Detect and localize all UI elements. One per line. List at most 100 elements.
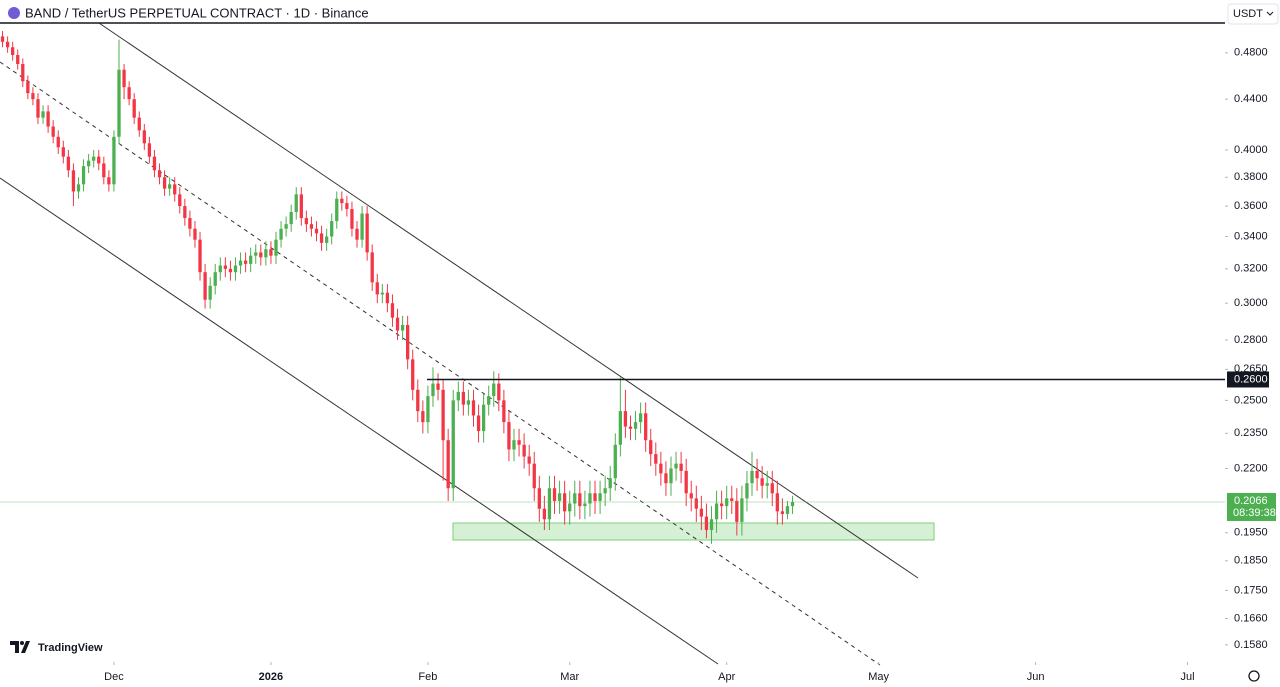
candle-body	[613, 444, 617, 479]
candle-body	[385, 292, 390, 304]
channel-lower	[0, 177, 719, 665]
candle-body	[532, 463, 536, 489]
y-tick-label: 0.1660	[1234, 612, 1268, 624]
candle-body	[46, 111, 50, 127]
candle-body	[319, 233, 324, 243]
candle-body	[481, 404, 486, 432]
x-tick-label: Feb	[418, 671, 437, 683]
candle-body	[694, 498, 698, 509]
candle-body	[406, 324, 410, 360]
support-zone	[452, 522, 935, 541]
candle-body	[633, 422, 638, 429]
candle-body	[162, 177, 167, 189]
candle-body	[740, 498, 744, 522]
candle-body	[71, 170, 76, 192]
x-tick-label: Dec	[104, 671, 124, 683]
candle-body	[785, 506, 790, 514]
candle-body	[618, 411, 622, 445]
y-tick-label: 0.4000	[1234, 144, 1268, 156]
candle-body	[0, 36, 5, 42]
candle-body	[674, 463, 678, 469]
candle-body	[279, 228, 283, 240]
currency-select[interactable]	[1227, 3, 1279, 25]
candle-body	[598, 493, 602, 501]
candle-body	[223, 265, 227, 269]
candle-body	[588, 493, 592, 504]
candle-body	[107, 177, 111, 185]
settings-icon[interactable]	[1248, 670, 1260, 682]
candle-body	[547, 488, 552, 520]
candle-body	[340, 198, 344, 204]
candle-body	[497, 383, 501, 401]
candle-body	[421, 411, 425, 423]
candle-body	[400, 324, 405, 331]
candle-body	[704, 516, 709, 531]
candle-body	[725, 498, 729, 507]
candle-body	[86, 160, 91, 167]
candle-body	[355, 228, 359, 240]
candle-body	[745, 483, 749, 499]
candle-body	[203, 272, 207, 300]
candle-body	[562, 493, 567, 512]
candle-body	[92, 156, 96, 161]
candle-body	[309, 224, 314, 229]
y-tick-label: 0.4400	[1234, 93, 1268, 105]
brand: TradingView	[38, 642, 103, 654]
candle-body	[238, 260, 243, 266]
candle-body	[173, 184, 177, 195]
candle-body	[603, 488, 607, 494]
candle-body	[593, 493, 597, 501]
candle-body	[254, 252, 258, 256]
candle-body	[578, 493, 582, 507]
candle-body	[446, 440, 450, 489]
candle-body	[492, 383, 496, 397]
candle-body	[411, 359, 415, 390]
candle-body	[476, 415, 481, 432]
y-tick-label: 0.1580	[1234, 639, 1268, 651]
candle-body	[360, 213, 364, 240]
candle-body	[157, 170, 162, 178]
candle-body	[395, 317, 400, 331]
candle-body	[81, 166, 86, 185]
candle-body	[644, 413, 648, 441]
candle-body	[638, 413, 643, 423]
candle-body	[5, 41, 10, 48]
candle-body	[269, 249, 273, 256]
symbol-icon	[8, 7, 20, 19]
candle-body	[623, 411, 628, 427]
y-tick-label: 0.1850	[1234, 555, 1268, 567]
currency[interactable]: USDT	[1233, 8, 1263, 20]
candle-body	[765, 483, 769, 486]
candle-body	[780, 511, 785, 514]
y-tick-label: 0.1950	[1234, 527, 1268, 539]
x-tick-label: Apr	[718, 671, 735, 683]
candle-body	[775, 493, 779, 512]
candle-body	[770, 483, 774, 494]
candle-body	[168, 184, 172, 189]
y-tick-label: 0.2500	[1234, 394, 1268, 406]
candle-body	[370, 252, 374, 283]
candle-body	[345, 203, 349, 210]
candle-body	[274, 239, 278, 256]
candle-body	[11, 47, 15, 56]
x-tick-label: Jun	[1027, 671, 1045, 683]
candle-body	[689, 493, 693, 499]
candle-body	[304, 218, 309, 225]
x-tick-label: Mar	[560, 671, 579, 683]
y-tick-label: 0.3400	[1234, 230, 1268, 242]
candle-body	[147, 143, 152, 157]
candle-body	[730, 498, 734, 501]
candle-body	[21, 64, 25, 82]
candle-body	[573, 493, 577, 504]
candle-body	[228, 268, 233, 273]
y-tick-label: 0.3800	[1234, 171, 1268, 183]
candle-body	[264, 249, 268, 258]
candle-body	[41, 111, 45, 118]
candle-body	[137, 117, 141, 131]
candle-body	[527, 456, 531, 464]
candle-body	[542, 508, 547, 520]
candle-body	[193, 228, 197, 240]
candle-body	[259, 252, 263, 258]
candle-body	[512, 440, 516, 450]
